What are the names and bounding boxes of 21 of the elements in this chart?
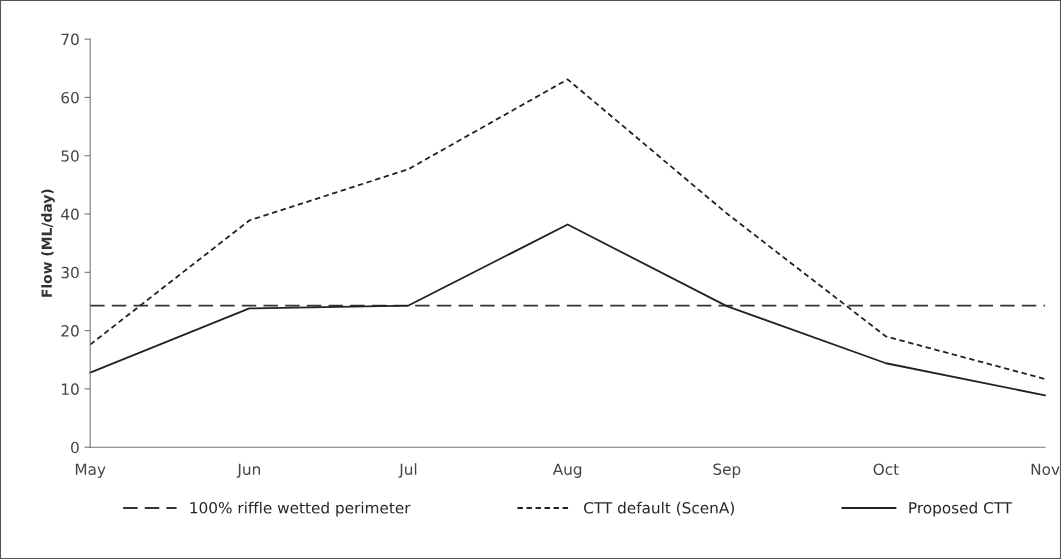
y-tick-label: 10 [62, 383, 79, 395]
x-tick-label: Jun [236, 463, 260, 478]
y-tick-label: 70 [61, 33, 79, 46]
legend-label: 100% riffle wetted perimeter [190, 501, 411, 517]
x-tick-label: May [75, 463, 106, 478]
y-tick-label: 40 [61, 208, 79, 221]
x-tick-label: Sep [713, 463, 741, 478]
y-tick-label: 50 [61, 150, 79, 162]
line-series [89, 223, 1046, 397]
x-tick-label: Jul [398, 463, 417, 478]
legend-label: Proposed CTT [909, 501, 1013, 517]
line-series [89, 78, 1046, 380]
y-tick-label: 30 [61, 266, 79, 279]
y-tick-label: 20 [61, 325, 79, 337]
y-tick-label: 0 [71, 441, 79, 454]
y-axis-title: Flow (ML/day) [41, 189, 55, 297]
legend-label: CTT default (ScenA) [584, 501, 734, 516]
x-tick-label: Oct [873, 463, 899, 475]
x-tick-label: Nov [1031, 463, 1060, 475]
y-tick-label: 60 [61, 91, 79, 104]
x-tick-label: Aug [552, 463, 582, 478]
